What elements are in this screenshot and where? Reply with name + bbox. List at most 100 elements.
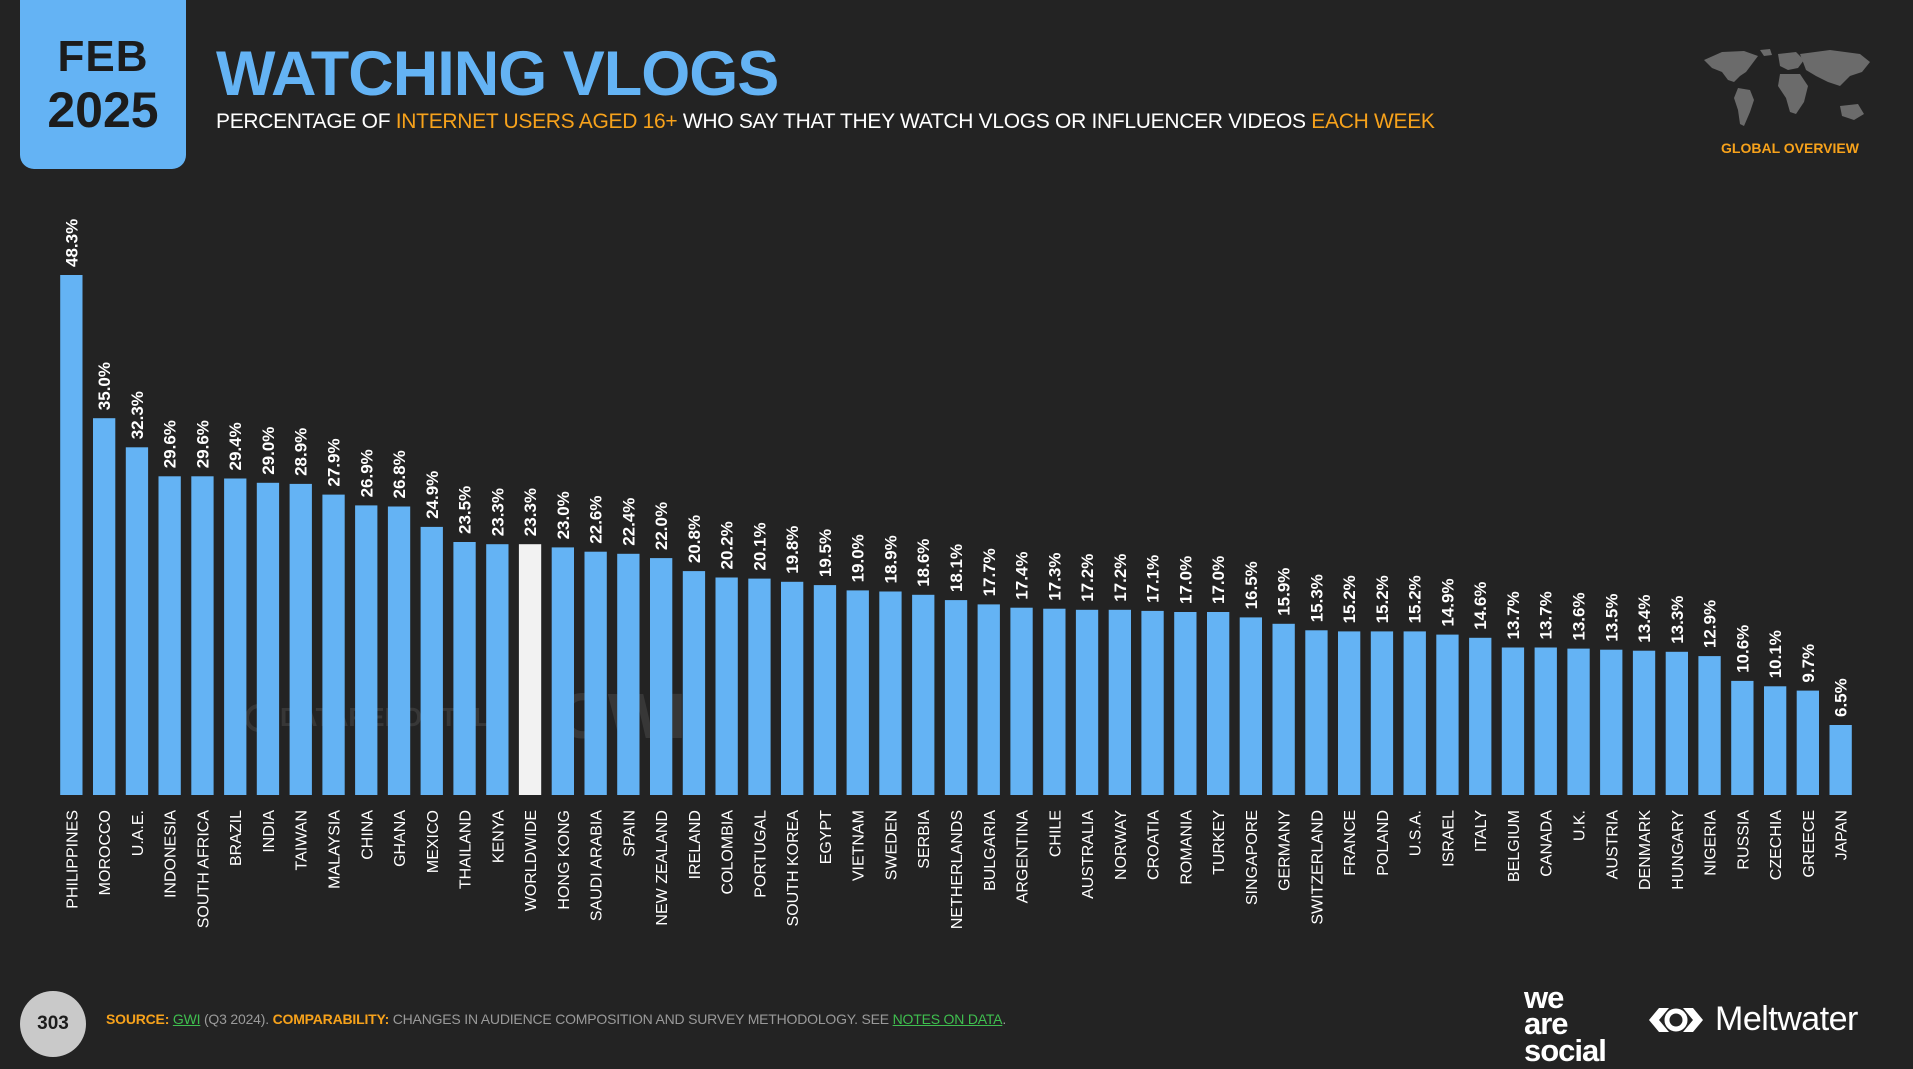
page-title: WATCHING VLOGS	[216, 39, 779, 109]
bar-thailand	[453, 542, 476, 795]
bar-croatia	[1141, 610, 1164, 795]
value-label: 17.2%	[1111, 554, 1130, 602]
value-label: 13.7%	[1504, 591, 1523, 639]
bar-russia	[1731, 680, 1754, 795]
bar-netherlands	[944, 600, 968, 795]
bar-china	[355, 505, 378, 795]
comparability-label: COMPARABILITY:	[272, 1011, 390, 1027]
category-label: U.A.E.	[130, 810, 147, 856]
category-label: THAILAND	[458, 810, 475, 889]
world-map-icon	[1704, 49, 1870, 126]
bar-u-a-e	[125, 447, 149, 795]
category-label: CANADA	[1539, 810, 1556, 877]
value-label: 23.0%	[554, 491, 573, 539]
bar-nigeria	[1698, 656, 1721, 795]
source-gwi-link[interactable]: GWI	[172, 1011, 201, 1027]
global-overview-label: GLOBAL OVERVIEW	[1721, 140, 1859, 156]
value-label: 20.2%	[718, 521, 737, 569]
category-label: NORWAY	[1113, 810, 1130, 880]
value-label: 23.5%	[456, 486, 475, 534]
bar-south-africa	[191, 476, 214, 795]
subtitle-highlight-1: INTERNET USERS AGED 16+	[395, 110, 678, 133]
bar-japan	[1829, 725, 1852, 795]
category-label: COLOMBIA	[720, 810, 737, 895]
bar-morocco	[93, 418, 116, 795]
bar-u-s-a	[1403, 631, 1426, 795]
category-label: U.S.A.	[1408, 810, 1425, 856]
value-label: 32.3%	[128, 391, 147, 439]
category-label: CZECHIA	[1768, 810, 1785, 881]
bar-taiwan	[289, 483, 312, 795]
category-label: SWEDEN	[884, 810, 901, 880]
bar-czechia	[1764, 686, 1787, 795]
value-label: 19.8%	[783, 526, 802, 574]
value-label: 19.0%	[849, 534, 868, 582]
bar-chile	[1043, 608, 1066, 795]
value-label: 15.2%	[1340, 575, 1359, 623]
value-label: 13.5%	[1602, 593, 1621, 641]
bar-hong-kong	[551, 547, 574, 795]
bar-denmark	[1632, 650, 1656, 795]
category-label: TAIWAN	[294, 810, 311, 870]
value-label: 15.9%	[1275, 568, 1294, 616]
subtitle-part-1: PERCENTAGE OF	[216, 110, 396, 133]
bar-india	[256, 482, 280, 795]
value-label: 13.4%	[1635, 594, 1654, 642]
bar-belgium	[1501, 647, 1525, 795]
value-label: 17.2%	[1078, 554, 1097, 602]
category-label: SAUDI ARABIA	[589, 810, 606, 921]
value-label: 22.0%	[652, 502, 671, 550]
value-label: 20.8%	[685, 515, 704, 563]
bar-australia	[1075, 609, 1099, 795]
bar-poland	[1370, 631, 1394, 795]
category-label: EGYPT	[818, 810, 835, 864]
bar-sweden	[879, 591, 902, 795]
notes-on-data-link[interactable]: NOTES ON DATA	[892, 1011, 1003, 1027]
bar-indonesia	[158, 476, 181, 795]
bar-u-k	[1567, 648, 1590, 795]
value-label: 15.2%	[1406, 575, 1425, 623]
category-label: VIETNAM	[851, 810, 868, 881]
category-label: MOROCCO	[97, 810, 114, 895]
category-label: POLAND	[1375, 810, 1392, 876]
source-period: (Q3 2024).	[200, 1011, 273, 1027]
bar-chart: DATAREPORTAL GWI. 48.3%35.0%32.3%29.6%29…	[60, 219, 1852, 929]
bar-france	[1338, 631, 1361, 795]
value-label: 29.0%	[259, 427, 278, 475]
value-label: 26.9%	[357, 449, 376, 497]
category-label: CHILE	[1047, 810, 1064, 857]
category-label: SERBIA	[916, 810, 933, 869]
bar-italy	[1469, 637, 1492, 795]
category-label: SWITZERLAND	[1309, 810, 1326, 925]
bar-brazil	[224, 478, 247, 795]
category-label: AUSTRALIA	[1080, 810, 1097, 899]
bar-israel	[1436, 634, 1459, 795]
bar-germany	[1272, 623, 1295, 795]
date-month: FEB	[57, 31, 149, 81]
category-label: FRANCE	[1342, 810, 1359, 876]
bar-malaysia	[322, 494, 345, 795]
value-label: 22.4%	[619, 498, 638, 546]
value-label: 13.7%	[1537, 591, 1556, 639]
meltwater-mark-icon	[1649, 1007, 1703, 1032]
value-label: 14.6%	[1471, 582, 1490, 630]
footer-end: .	[1002, 1011, 1007, 1027]
category-label: PORTUGAL	[752, 810, 769, 898]
category-label: WORLDWIDE	[523, 810, 540, 911]
page-number: 303	[20, 991, 86, 1057]
category-label: SINGAPORE	[1244, 810, 1261, 905]
bar-bulgaria	[977, 604, 1000, 795]
bar-argentina	[1010, 607, 1033, 795]
value-label: 29.6%	[161, 420, 180, 468]
bar-greece	[1796, 690, 1819, 795]
bar-portugal	[748, 578, 771, 795]
value-label: 23.3%	[488, 488, 507, 536]
source-footer: SOURCE: GWI (Q3 2024). COMPARABILITY: CH…	[106, 1011, 1006, 1027]
value-label: 15.3%	[1307, 574, 1326, 622]
value-label: 29.6%	[193, 420, 212, 468]
was-line-3: social	[1524, 1032, 1607, 1068]
category-label: MEXICO	[425, 810, 442, 873]
value-label: 17.1%	[1144, 555, 1163, 603]
bars-group	[60, 275, 1852, 795]
category-label: AUSTRIA	[1604, 810, 1621, 880]
